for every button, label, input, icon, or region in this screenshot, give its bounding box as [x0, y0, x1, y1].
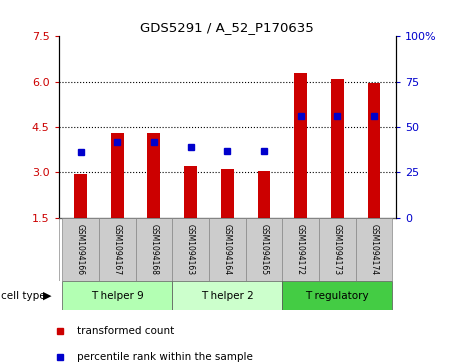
Bar — [184, 166, 197, 218]
Bar — [257, 171, 270, 218]
Text: GSM1094167: GSM1094167 — [112, 224, 122, 275]
Text: GSM1094172: GSM1094172 — [296, 224, 305, 275]
Text: GSM1094173: GSM1094173 — [333, 224, 342, 275]
Text: T helper 2: T helper 2 — [201, 291, 254, 301]
Bar — [172, 281, 282, 310]
Title: GDS5291 / A_52_P170635: GDS5291 / A_52_P170635 — [140, 21, 314, 34]
Text: GSM1094165: GSM1094165 — [260, 224, 269, 275]
Bar — [319, 218, 356, 281]
Text: GSM1094164: GSM1094164 — [223, 224, 232, 275]
Text: transformed count: transformed count — [77, 326, 175, 336]
Bar — [282, 281, 392, 310]
Bar — [62, 218, 99, 281]
Bar — [368, 83, 380, 218]
Text: GSM1094166: GSM1094166 — [76, 224, 85, 275]
Bar — [62, 281, 172, 310]
Bar — [221, 170, 234, 218]
Bar — [356, 218, 392, 281]
Bar — [111, 133, 124, 218]
Bar — [74, 174, 87, 218]
Bar — [99, 218, 135, 281]
Bar — [148, 133, 160, 218]
Bar — [172, 218, 209, 281]
Text: GSM1094163: GSM1094163 — [186, 224, 195, 275]
Text: T helper 9: T helper 9 — [91, 291, 144, 301]
Bar — [209, 218, 246, 281]
Text: percentile rank within the sample: percentile rank within the sample — [77, 352, 253, 362]
Bar — [282, 218, 319, 281]
Bar — [294, 73, 307, 218]
Text: T regulatory: T regulatory — [306, 291, 369, 301]
Text: GSM1094168: GSM1094168 — [149, 224, 158, 275]
Bar — [246, 218, 282, 281]
Text: ▶: ▶ — [43, 291, 52, 301]
Text: cell type: cell type — [1, 291, 45, 301]
Bar — [135, 218, 172, 281]
Bar — [331, 79, 344, 218]
Text: GSM1094174: GSM1094174 — [369, 224, 378, 275]
